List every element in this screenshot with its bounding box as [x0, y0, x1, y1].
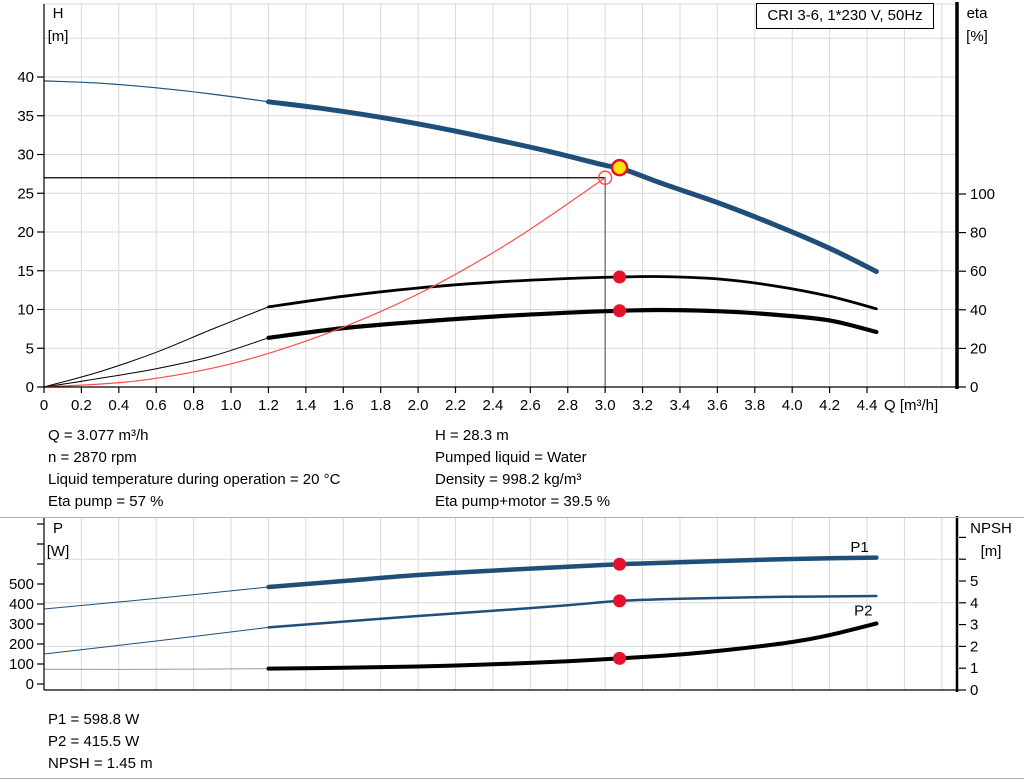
eta-pump-curve-low-flow [43, 306, 269, 388]
info-npsh: NPSH = 1.45 m [48, 755, 153, 772]
y-left-tick-label: 100 [9, 656, 34, 673]
info-flow: Q = 3.077 m³/h [48, 427, 149, 444]
npsh-axis-label: NPSH [m] [970, 520, 1012, 560]
x-tick-label: 0.4 [108, 397, 129, 414]
npsh-point-marker [613, 651, 627, 665]
p1-point-marker [613, 557, 627, 571]
x-tick-label: 2.4 [482, 397, 503, 414]
npsh-curve [266, 621, 879, 671]
x-tick-label: 4.2 [819, 397, 840, 414]
y-left-tick-label: 35 [17, 108, 34, 125]
eta-pump-motor-curve [266, 307, 879, 340]
duty-point-marker [610, 158, 629, 177]
y-left-tick-label: 400 [9, 596, 34, 613]
info-eta-pump-motor: Eta pump+motor = 39.5 % [435, 493, 611, 510]
y-left-tick-label: 10 [17, 302, 34, 319]
y-left-tick-label: 30 [17, 147, 34, 164]
info-speed: n = 2870 rpm [48, 449, 137, 466]
y-right-tick-label: 0 [970, 682, 978, 699]
power-info-block: P1 = 598.8 W P2 = 415.5 W NPSH = 1.45 m [48, 709, 153, 775]
info-head: H = 28.3 m [435, 427, 509, 444]
info-liquid-temperature: Liquid temperature during operation = 20… [48, 471, 341, 488]
x-tick-label: 4.0 [782, 397, 803, 414]
x-tick-label: 2.0 [408, 397, 429, 414]
x-tick-label: 3.8 [744, 397, 765, 414]
eta-pump-point-marker [613, 270, 627, 284]
x-tick-label: 0 [40, 397, 48, 414]
y-left-tick-label: 200 [9, 636, 34, 653]
p1-curve-low-flow [43, 586, 269, 610]
head-curve-low-flow [43, 80, 270, 103]
y-left-tick-label: 0 [26, 379, 34, 396]
eta-pump-curve [267, 275, 878, 311]
x-tick-label: 4.4 [857, 397, 878, 414]
info-density: Density = 998.2 kg/m³ [435, 471, 582, 488]
requested-duty-point-marker [597, 170, 613, 185]
info-p1: P1 = 598.8 W [48, 711, 140, 728]
y-left-tick-label: 500 [9, 576, 34, 593]
y-right-tick-label: 60 [970, 263, 987, 280]
y-right-tick-label: 100 [970, 186, 995, 203]
y-right-tick-label: 2 [970, 638, 978, 655]
x-tick-label: 0.6 [146, 397, 167, 414]
y-right-tick-label: 3 [970, 617, 978, 634]
x-tick-label: 1.2 [258, 397, 279, 414]
p2-curve-low-flow [43, 626, 269, 655]
x-tick-label: 1.0 [221, 397, 242, 414]
y-left-tick-label: 300 [9, 616, 34, 633]
pump-title-box: CRI 3-6, 1*230 V, 50Hz [756, 3, 934, 29]
x-tick-label: 1.4 [295, 397, 316, 414]
y-right-tick-label: 4 [970, 595, 978, 612]
x-tick-label: 3.0 [595, 397, 616, 414]
curve-label-p1: P1 [850, 539, 868, 556]
x-tick-label: 0.2 [71, 397, 92, 414]
curve-label-p2: P2 [854, 602, 872, 619]
h-axis-label: H [m] [47, 5, 69, 45]
system-curve [43, 177, 606, 388]
x-tick-label: 1.6 [333, 397, 354, 414]
p2-curve [267, 594, 878, 629]
y-left-tick-label: 25 [17, 185, 34, 202]
y-right-tick-label: 80 [970, 225, 987, 242]
p-axis-label: P [W] [46, 520, 70, 560]
duty-info-left-column: Q = 3.077 m³/h n = 2870 rpm Liquid tempe… [48, 425, 340, 513]
eta-pump-motor-point-marker [613, 304, 627, 318]
head-curve [266, 99, 879, 274]
y-left-tick-label: 5 [26, 340, 34, 357]
y-right-tick-label: 20 [970, 340, 987, 357]
x-tick-label: 1.8 [370, 397, 391, 414]
x-tick-label: 3.4 [670, 397, 691, 414]
x-tick-label: 2.2 [445, 397, 466, 414]
x-tick-label: 3.6 [707, 397, 728, 414]
x-tick-label: 3.2 [632, 397, 653, 414]
duty-info-right-column: H = 28.3 m Pumped liquid = Water Density… [435, 425, 610, 513]
p2-point-marker [613, 594, 627, 608]
info-eta-pump: Eta pump = 57 % [48, 493, 164, 510]
y-left-tick-label: 40 [17, 69, 34, 86]
y-left-tick-label: 15 [17, 263, 34, 280]
y-right-tick-label: 40 [970, 302, 987, 319]
info-pumped-liquid: Pumped liquid = Water [435, 449, 587, 466]
x-tick-label: 0.8 [183, 397, 204, 414]
x-tick-label: 2.6 [520, 397, 541, 414]
eta-axis-label: eta [%] [966, 5, 988, 45]
y-left-tick-label: 20 [17, 224, 34, 241]
y-right-tick-label: 0 [970, 379, 978, 396]
info-p2: P2 = 415.5 W [48, 733, 140, 750]
y-right-tick-label: 1 [970, 660, 978, 677]
x-tick-label: 2.8 [557, 397, 578, 414]
npsh-curve-low-flow [43, 668, 269, 670]
y-right-tick-label: 5 [970, 573, 978, 590]
p1-curve [266, 555, 879, 590]
y-left-tick-label: 0 [26, 676, 34, 693]
eta-pump-motor-curve-low-flow [43, 337, 269, 388]
q-axis-unit-label: Q [m³/h] [884, 397, 939, 414]
